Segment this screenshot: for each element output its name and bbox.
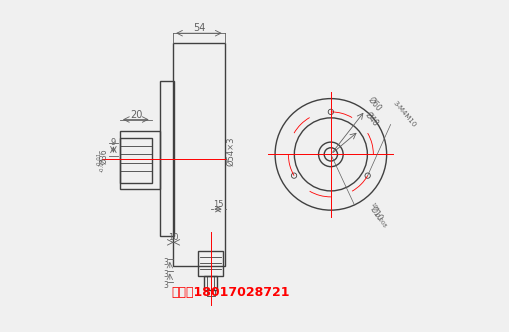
Text: Ø60: Ø60 [366,95,384,113]
Bar [204,276,217,290]
Bar [120,131,160,189]
Text: Ø36: Ø36 [100,148,109,164]
Bar [160,81,174,236]
Bar [173,43,224,266]
Text: 15: 15 [213,200,224,209]
Text: 手机：18017028721: 手机：18017028721 [172,286,290,299]
Text: -0.008: -0.008 [373,211,387,229]
Bar [120,138,152,183]
Text: 3: 3 [163,258,168,268]
Text: Ø54×3: Ø54×3 [226,136,235,166]
Bar [198,251,223,276]
Text: 3: 3 [163,281,168,290]
Text: -0.01: -0.01 [97,152,102,166]
Text: 10°: 10° [370,201,379,212]
Text: 3: 3 [163,270,168,279]
Text: 9: 9 [111,138,116,147]
Text: 54: 54 [193,23,205,33]
Text: -0.04: -0.04 [100,158,105,172]
Text: Ø48: Ø48 [364,111,381,128]
Text: Ø10: Ø10 [368,205,384,222]
Text: 20: 20 [130,110,142,120]
Text: 3-M4M10: 3-M4M10 [391,100,416,129]
Bar [207,290,215,296]
Text: 10: 10 [168,233,179,242]
